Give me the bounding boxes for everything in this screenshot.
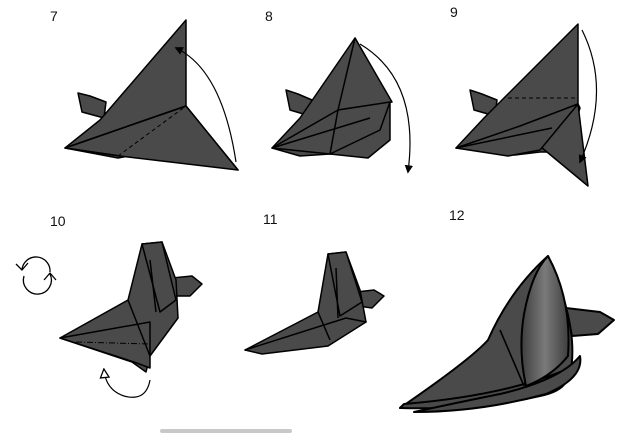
turn-over-icon (15, 256, 57, 295)
step-7-valley-fold-line (117, 105, 187, 157)
step-10-figure (15, 241, 203, 398)
step-number-9: 9 (450, 4, 458, 20)
step-7-figure (64, 19, 239, 171)
step-number-11: 11 (263, 211, 278, 227)
step-10-mountain-fold-line (75, 341, 151, 345)
step-11-figure (244, 251, 385, 355)
step-7-fold-arrow-icon (174, 47, 237, 163)
step-9-front-flap (455, 103, 579, 157)
horizontal-scrollbar[interactable] (160, 429, 292, 433)
step-12-inner-flap (520, 255, 570, 387)
step-7-head (77, 92, 107, 119)
step-number-10: 10 (50, 213, 66, 229)
step-12-figure (399, 255, 615, 413)
step-9-figure (455, 23, 598, 187)
step-8-fold-arrow-icon (359, 43, 414, 174)
step-number-12: 12 (449, 207, 465, 223)
step-10-front-flap (59, 321, 151, 369)
step-8-raised-flap (337, 37, 393, 111)
step-9-fold-arrow-icon (578, 29, 598, 164)
step-number-7: 7 (50, 8, 58, 24)
step-8-figure (271, 37, 414, 174)
step-11-front-flap (244, 317, 367, 355)
step-number-8: 8 (265, 8, 273, 24)
step-10-fold-arrow-icon (104, 370, 151, 398)
step-8-front-flap (271, 101, 391, 155)
step-12-front-wing (413, 355, 582, 413)
step-12-head (565, 307, 615, 337)
